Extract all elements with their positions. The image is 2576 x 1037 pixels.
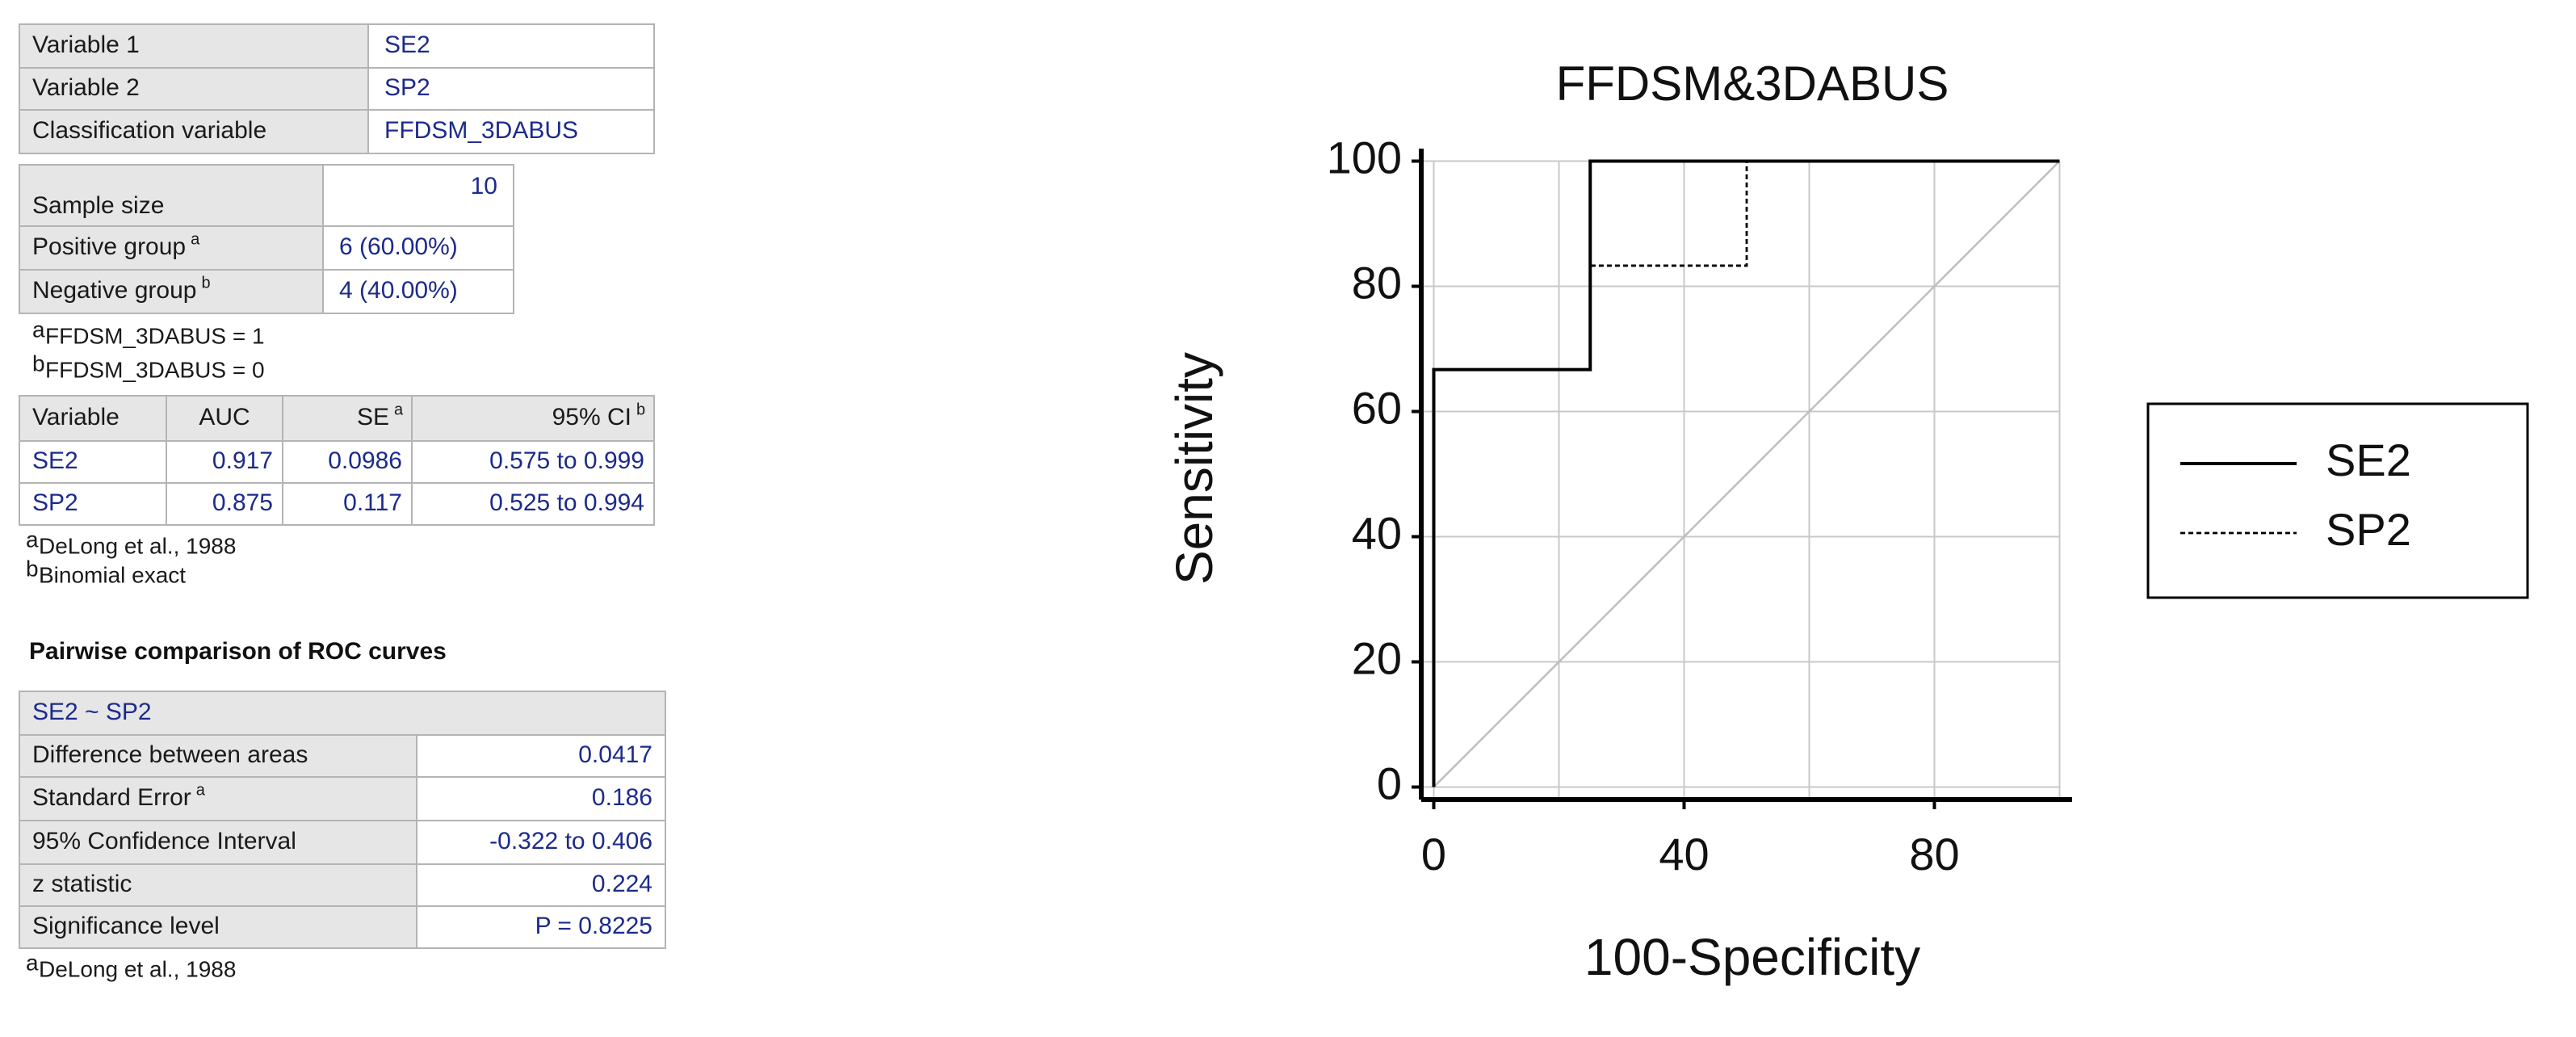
- table-cell: [19, 776, 417, 821]
- cell-text: FFDSM_3DABUS: [384, 117, 578, 144]
- chart-title: FFDSM&3DABUS: [1556, 57, 1949, 111]
- table-cell: [416, 820, 666, 865]
- y-tick-label: 0: [1377, 758, 1402, 808]
- cell-text: Classification variable: [32, 117, 266, 144]
- cell-text: 95% CI: [552, 404, 631, 430]
- table-cell: [416, 734, 666, 778]
- legend-label: SP2: [2326, 504, 2411, 555]
- table-cell: [19, 691, 666, 736]
- superscript: a: [196, 781, 206, 799]
- table-cell: [322, 164, 514, 227]
- cell-text: SE2 ~ SP2: [32, 699, 152, 725]
- cell-text: Difference between areas: [32, 741, 308, 768]
- superscript: a: [191, 230, 200, 248]
- table-cell: [322, 225, 514, 271]
- cell-text: z statistic: [32, 871, 132, 897]
- cell-text: -0.322 to 0.406: [489, 828, 652, 854]
- cell-text: 0.525 to 0.994: [489, 489, 644, 516]
- cell-text: Variable: [32, 404, 120, 430]
- note-text: Binomial exact: [39, 562, 186, 587]
- table-cell: [19, 863, 417, 907]
- note-marker: b: [26, 556, 39, 581]
- reference-diagonal: [1433, 160, 2061, 788]
- table-cell: [322, 269, 514, 314]
- cell-text: 0.0986: [328, 447, 402, 474]
- table-cell: [19, 820, 417, 865]
- roc-chart: FFDSM&3DABUS 100-Specificity Sensitivity 0 2…: [1165, 57, 2529, 986]
- note-marker: a: [26, 527, 39, 552]
- tables: Variable 1 SE2 Variable 2 SP2 Classification…: [19, 23, 666, 981]
- section-heading: Pairwise comparison of ROC curves: [29, 638, 447, 665]
- table-cell: [367, 109, 655, 154]
- table-cell: [19, 482, 167, 526]
- cell-text: Standard Error: [32, 784, 191, 811]
- table-cell: [416, 776, 666, 821]
- y-axis-title: Sensitivity: [1165, 352, 1223, 585]
- cell-text: 0.917: [212, 447, 273, 474]
- table-cell: [367, 23, 655, 69]
- cell-text: Negative group: [32, 277, 196, 304]
- cell-text: Sample size: [32, 192, 164, 219]
- superscript: a: [394, 401, 404, 418]
- table-cell: [282, 440, 413, 484]
- table-cell: [411, 482, 655, 526]
- table-cell: [19, 109, 369, 154]
- y-tick-label: 20: [1352, 632, 1402, 683]
- cell-text: 0.117: [343, 489, 402, 516]
- cell-text: 10: [471, 173, 497, 199]
- table-cell: [19, 23, 369, 69]
- table-cell: [282, 482, 413, 526]
- note-text: DeLong et al., 1988: [39, 533, 236, 558]
- y-tick-label: 40: [1352, 507, 1402, 558]
- table-cell: [367, 67, 655, 111]
- cell-text: AUC: [199, 404, 250, 430]
- note-marker: a: [32, 317, 45, 342]
- table-cell: [166, 482, 283, 526]
- table-cell: [19, 440, 167, 484]
- x-tick-label: 80: [1909, 829, 1959, 880]
- y-tick-label: 80: [1352, 257, 1402, 308]
- y-tick-label: 100: [1327, 132, 1402, 183]
- cell-text: 0.0417: [578, 741, 652, 768]
- cell-text: SP2: [32, 489, 78, 516]
- cell-text: 95% Confidence Interval: [32, 828, 296, 854]
- cell-text: 0.575 to 0.999: [489, 447, 644, 474]
- x-axis-title: 100-Specificity: [1584, 928, 1920, 986]
- cell-text: 0.186: [592, 784, 652, 811]
- cell-text: Variable 1: [32, 31, 140, 58]
- cell-text: SE: [357, 404, 389, 430]
- table-cell: [19, 67, 369, 111]
- table-cell: [411, 440, 655, 484]
- legend-label: SE2: [2326, 435, 2411, 485]
- note-marker: a: [26, 950, 39, 975]
- legend-box: [2146, 402, 2529, 599]
- cell-text: 0.875: [212, 489, 273, 516]
- roc-curve: [1432, 159, 2060, 787]
- note-text: DeLong et al., 1988: [39, 956, 236, 981]
- table-cell: [282, 395, 413, 442]
- cell-text: Variable 2: [32, 74, 140, 101]
- table-cell: [166, 440, 283, 484]
- cell-text: P = 0.8225: [535, 913, 652, 939]
- cell-text: SE2: [384, 31, 430, 58]
- note-text: FFDSM_3DABUS = 1: [45, 323, 265, 348]
- cell-text: SE2: [32, 447, 78, 474]
- cell-text: 6 (60.00%): [339, 233, 458, 260]
- x-tick-label: 0: [1421, 829, 1446, 880]
- superscript: b: [201, 274, 210, 292]
- note-marker: b: [32, 351, 45, 376]
- table-cell: [166, 395, 283, 442]
- cell-text: Positive group: [32, 233, 186, 260]
- x-tick-label: 40: [1659, 829, 1709, 880]
- cell-text: Significance level: [32, 913, 220, 939]
- cell-text: 4 (40.00%): [339, 277, 458, 304]
- cell-text: SP2: [384, 74, 430, 101]
- note-text: FFDSM_3DABUS = 0: [45, 357, 265, 382]
- cell-text: 0.224: [592, 871, 652, 897]
- superscript: b: [636, 401, 645, 418]
- table-cell: [416, 905, 666, 949]
- y-tick-label: 60: [1352, 382, 1402, 433]
